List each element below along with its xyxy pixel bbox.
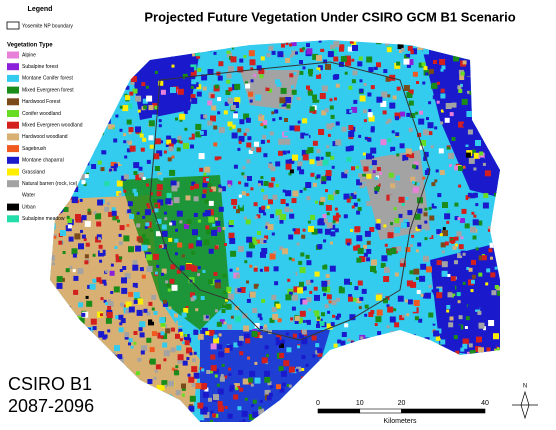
legend-label: Montane Conifer forest — [22, 76, 73, 82]
legend-swatch — [7, 168, 19, 176]
legend-heading: Vegetation Type — [7, 43, 53, 49]
legend-label: Conifer woodland — [22, 111, 61, 117]
legend-swatch — [7, 86, 19, 94]
legend-swatch — [7, 74, 19, 82]
legend-label: Natural barren (rock, ice) — [22, 181, 78, 187]
north-arrow: N — [512, 384, 538, 420]
vegetation-raster — [50, 40, 500, 422]
scale-tick-label: 0 — [316, 400, 320, 407]
legend-label: Urban — [22, 204, 36, 210]
park-boundary — [149, 61, 431, 341]
legend-swatch — [7, 180, 19, 188]
boundary-label: Yosemite NP boundary — [22, 23, 73, 29]
scenario-model: CSIRO B1 — [8, 374, 92, 394]
legend-swatch — [7, 51, 19, 59]
legend-label: Mixed Evergreen woodland — [22, 123, 83, 129]
legend-label: Water — [22, 193, 35, 199]
legend-label: Hardwood woodland — [22, 134, 68, 140]
legend-swatch — [7, 203, 19, 211]
scale-segment — [317, 408, 361, 414]
legend-swatch — [7, 121, 19, 129]
legend-label: Subalpine forest — [22, 64, 59, 70]
boundary-swatch — [6, 21, 20, 30]
scale-unit: Kilometers — [383, 418, 417, 425]
legend-label: Montane chaparral — [22, 158, 64, 164]
scale-tick-label: 40 — [481, 400, 489, 407]
legend-swatch — [7, 133, 19, 141]
scenario-period: 2087-2096 — [8, 396, 94, 416]
map-title: Projected Future Vegetation Under CSIRO … — [144, 9, 515, 24]
legend-swatch — [7, 156, 19, 164]
legend-label: Grassland — [22, 169, 45, 175]
legend-swatch — [6, 191, 20, 200]
legend-swatch — [7, 215, 19, 223]
legend-title: Legend — [28, 6, 53, 13]
legend-label: Alpine — [22, 52, 36, 58]
legend-swatch — [7, 145, 19, 153]
scale-segment — [401, 408, 486, 414]
legend-swatch — [7, 110, 19, 117]
legend-swatch — [7, 63, 19, 71]
legend-label: Mixed Evergreen forest — [22, 87, 74, 93]
scale-tick-label: 10 — [356, 400, 364, 407]
legend-swatch — [7, 98, 19, 106]
legend-label: Sagebrush — [22, 146, 46, 152]
north-label: N — [523, 384, 527, 390]
scale-segment — [359, 408, 402, 414]
legend-label: Subalpine meadow — [22, 216, 65, 222]
legend-label: Hardwood Forest — [22, 99, 61, 105]
scale-tick-label: 20 — [398, 400, 406, 407]
